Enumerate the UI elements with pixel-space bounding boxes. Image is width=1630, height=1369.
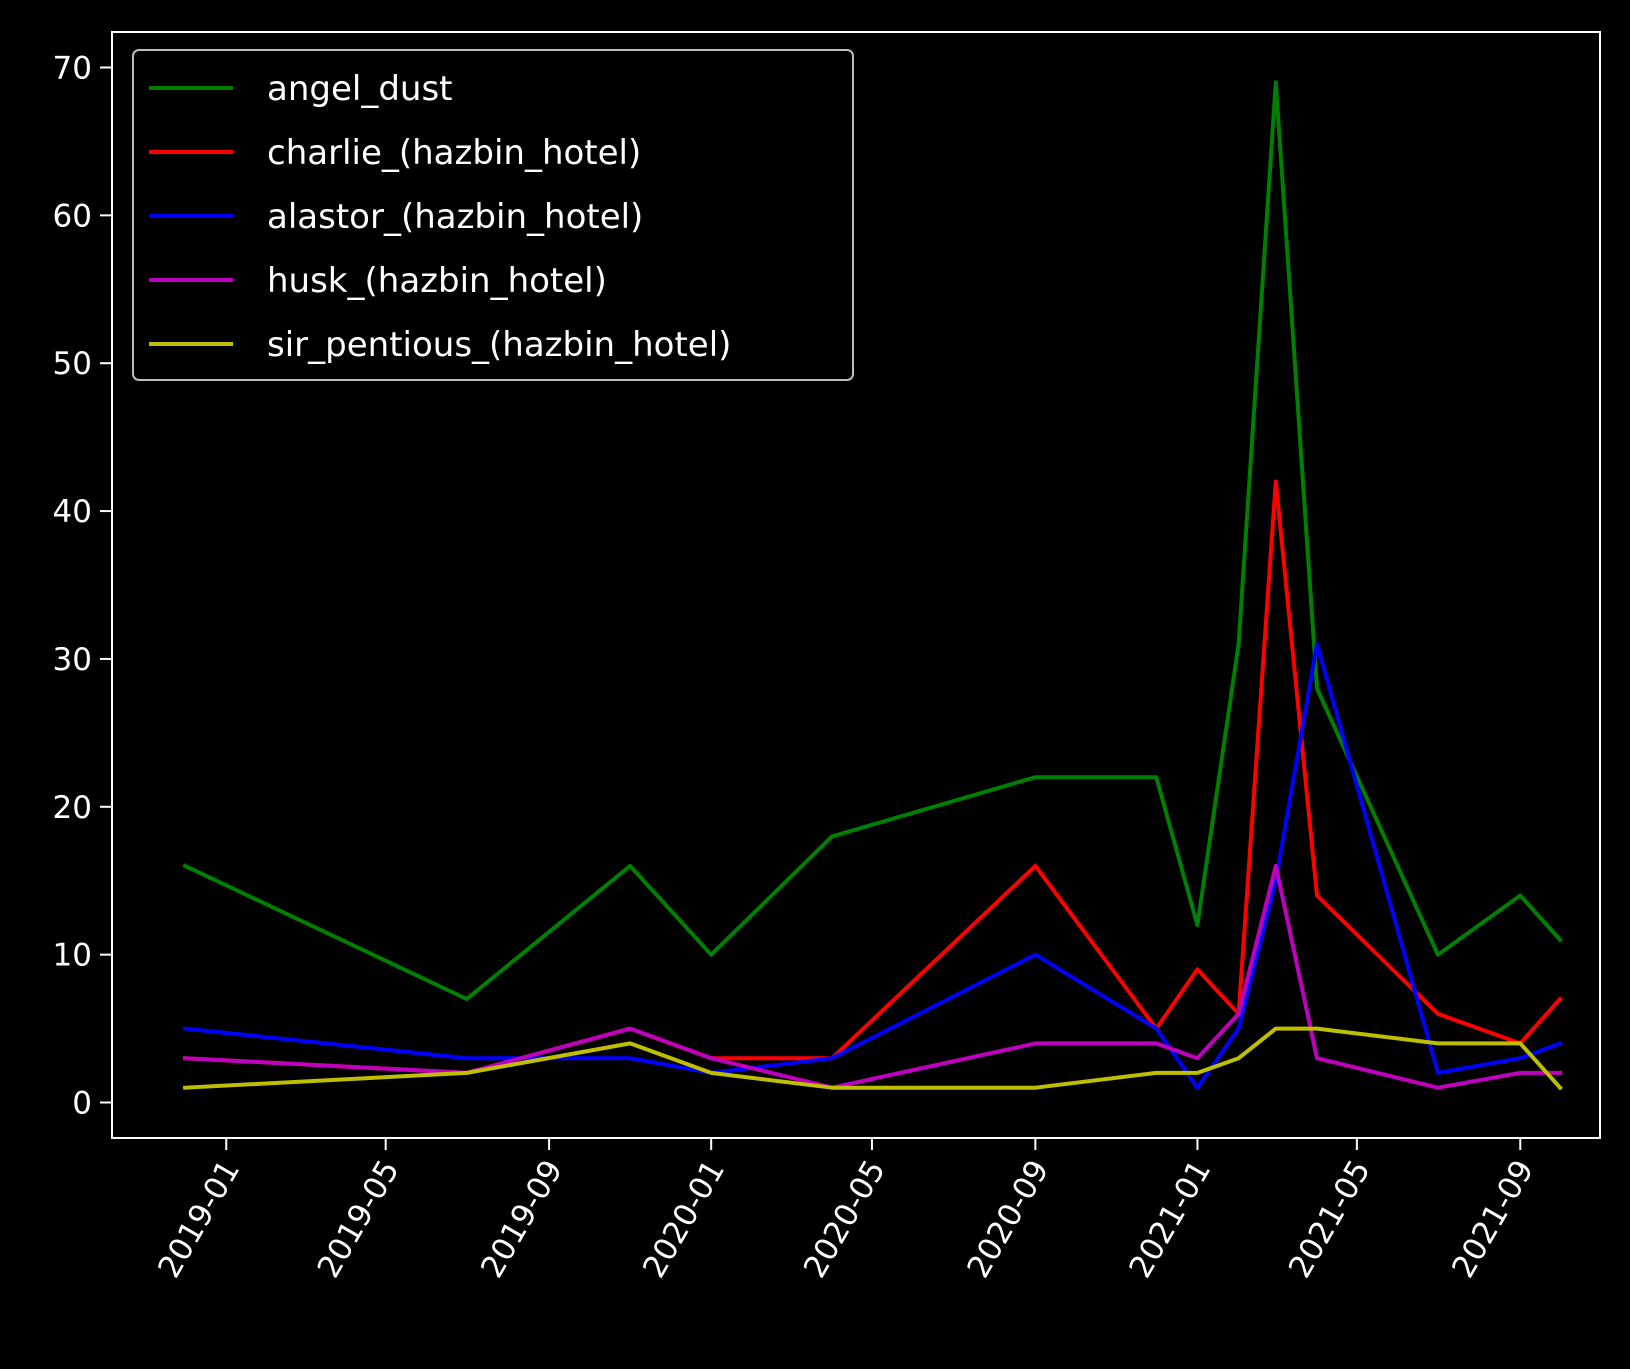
y-tick-label: 10 xyxy=(53,938,92,974)
y-tick-label: 60 xyxy=(53,198,92,234)
series-line-angel_dust xyxy=(182,80,1563,1001)
y-tick-label: 40 xyxy=(53,494,92,530)
legend: angel_dust charlie_(hazbin_hotel) alastor_… xyxy=(132,49,854,381)
series-line-sir_pentious_(hazbin_hotel) xyxy=(182,1026,1563,1091)
y-tick-label: 20 xyxy=(53,790,92,826)
series-line-husk_(hazbin_hotel) xyxy=(182,863,1563,1090)
legend-label: husk_(hazbin_hotel) xyxy=(267,261,607,301)
y-tick-label: 50 xyxy=(53,346,92,382)
y-tick-label: 70 xyxy=(53,50,92,86)
legend-box xyxy=(132,49,854,381)
y-tick-label: 0 xyxy=(72,1086,92,1122)
series-line-alastor_(hazbin_hotel) xyxy=(182,642,1563,1090)
legend-label: charlie_(hazbin_hotel) xyxy=(267,133,641,173)
legend-label: alastor_(hazbin_hotel) xyxy=(267,197,643,237)
y-axis-ticks: 0 10 20 30 40 50 60 70 xyxy=(53,50,112,1122)
legend-label: sir_pentious_(hazbin_hotel) xyxy=(267,325,731,365)
legend-label: angel_dust xyxy=(267,69,453,109)
y-tick-label: 30 xyxy=(53,642,92,678)
axes-frame xyxy=(111,31,1601,1139)
series-lines xyxy=(182,80,1563,1091)
